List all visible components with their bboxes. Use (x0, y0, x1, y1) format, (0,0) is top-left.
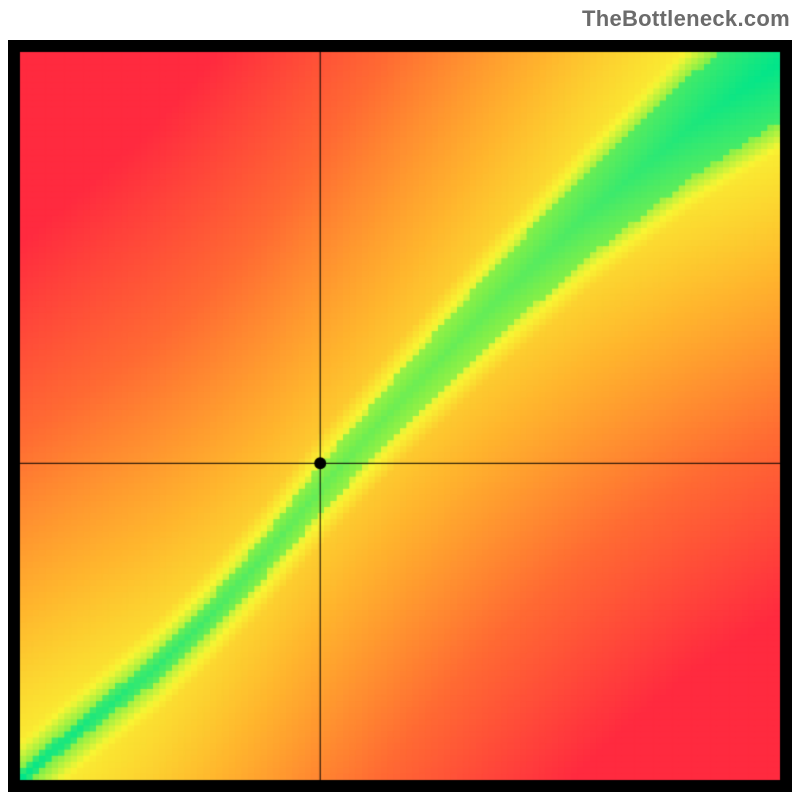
bottleneck-heatmap (8, 40, 792, 792)
heatmap-canvas (8, 40, 792, 792)
watermark-text: TheBottleneck.com (582, 6, 790, 32)
